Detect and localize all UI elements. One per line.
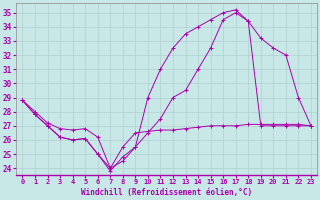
X-axis label: Windchill (Refroidissement éolien,°C): Windchill (Refroidissement éolien,°C) <box>81 188 252 197</box>
